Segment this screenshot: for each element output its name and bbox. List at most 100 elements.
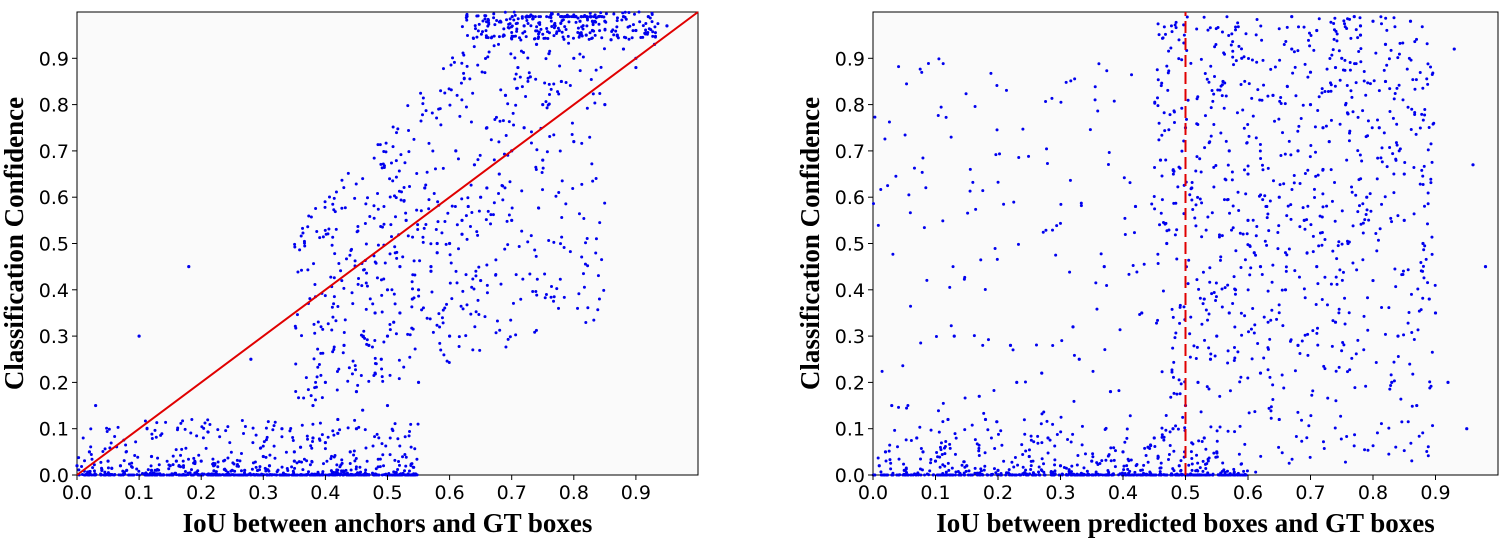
data-point <box>1072 399 1076 403</box>
data-point <box>995 128 999 132</box>
data-point <box>1220 234 1224 238</box>
data-point <box>1270 308 1274 312</box>
data-point <box>883 473 887 477</box>
data-point <box>371 302 375 306</box>
data-point <box>368 297 372 301</box>
data-point <box>1053 458 1057 462</box>
data-point <box>515 86 519 90</box>
data-point <box>1165 64 1169 68</box>
data-point <box>567 41 571 45</box>
data-point <box>379 224 383 228</box>
data-point <box>1238 424 1242 428</box>
data-point <box>1085 469 1089 473</box>
data-point <box>515 21 519 25</box>
data-point <box>238 459 242 463</box>
data-point <box>545 26 549 30</box>
data-point <box>484 218 488 222</box>
data-point <box>380 166 384 170</box>
data-point <box>1413 40 1417 44</box>
data-point <box>468 224 472 228</box>
data-point <box>340 178 344 182</box>
data-point <box>1343 68 1347 72</box>
data-point <box>295 461 299 465</box>
data-point <box>962 473 966 477</box>
data-point <box>941 473 945 477</box>
data-point <box>1426 454 1430 458</box>
data-point <box>1236 21 1240 25</box>
data-point <box>1356 149 1360 153</box>
data-point <box>223 458 227 462</box>
y-tick-label: 0.8 <box>835 95 865 117</box>
data-point <box>1160 174 1164 178</box>
data-point <box>1305 218 1309 222</box>
data-point <box>932 473 936 477</box>
data-point <box>1358 153 1362 157</box>
data-point <box>1253 323 1257 327</box>
data-point <box>1316 282 1320 286</box>
data-point <box>1415 403 1419 408</box>
data-point <box>1312 48 1316 52</box>
data-point <box>612 12 616 16</box>
data-point <box>365 459 369 463</box>
data-point <box>461 289 465 293</box>
data-point <box>361 335 365 339</box>
y-tick-label: 0.6 <box>835 187 865 209</box>
data-point <box>494 331 498 335</box>
data-point <box>1343 22 1347 26</box>
data-point <box>149 468 154 472</box>
data-point <box>1430 350 1434 354</box>
data-point <box>268 473 272 477</box>
data-point <box>373 311 377 315</box>
data-point <box>561 18 565 22</box>
data-point <box>1284 39 1288 43</box>
data-point <box>1192 344 1196 348</box>
data-point <box>1237 208 1241 212</box>
data-point <box>474 274 478 278</box>
data-point <box>480 70 484 74</box>
data-point <box>153 428 157 432</box>
data-point <box>1004 473 1008 477</box>
data-point <box>1309 143 1313 147</box>
data-point <box>1166 458 1170 462</box>
data-point <box>1241 232 1245 236</box>
data-point <box>189 431 193 435</box>
data-point <box>1277 417 1281 422</box>
data-point <box>1471 163 1475 167</box>
data-point <box>229 450 233 454</box>
data-point <box>1218 394 1222 398</box>
data-point <box>584 241 588 245</box>
data-point <box>1030 473 1034 477</box>
data-point <box>1209 134 1213 138</box>
data-point <box>187 457 191 461</box>
data-point <box>443 306 447 310</box>
data-point <box>1392 16 1396 20</box>
data-point <box>1167 49 1171 53</box>
data-point <box>582 15 586 19</box>
data-point <box>134 440 138 444</box>
data-point <box>173 471 177 475</box>
data-point <box>1262 356 1266 360</box>
data-point <box>1128 181 1132 185</box>
data-point <box>986 338 990 342</box>
data-point <box>543 272 547 276</box>
data-point <box>941 62 945 66</box>
data-point <box>397 377 401 381</box>
data-point <box>439 123 443 127</box>
data-point <box>224 473 228 477</box>
data-point <box>1296 149 1300 153</box>
data-point <box>528 272 532 276</box>
data-point <box>1246 376 1250 380</box>
data-point <box>581 55 585 59</box>
data-point <box>485 291 489 295</box>
data-point <box>1243 442 1247 446</box>
data-point <box>1189 472 1193 476</box>
data-point <box>311 403 315 408</box>
data-point <box>431 149 435 153</box>
data-point <box>1359 47 1363 51</box>
data-point <box>165 459 169 463</box>
data-point <box>357 425 361 429</box>
data-point <box>1054 253 1058 257</box>
data-point <box>1112 458 1116 462</box>
data-point <box>406 473 410 477</box>
data-point <box>885 473 889 477</box>
